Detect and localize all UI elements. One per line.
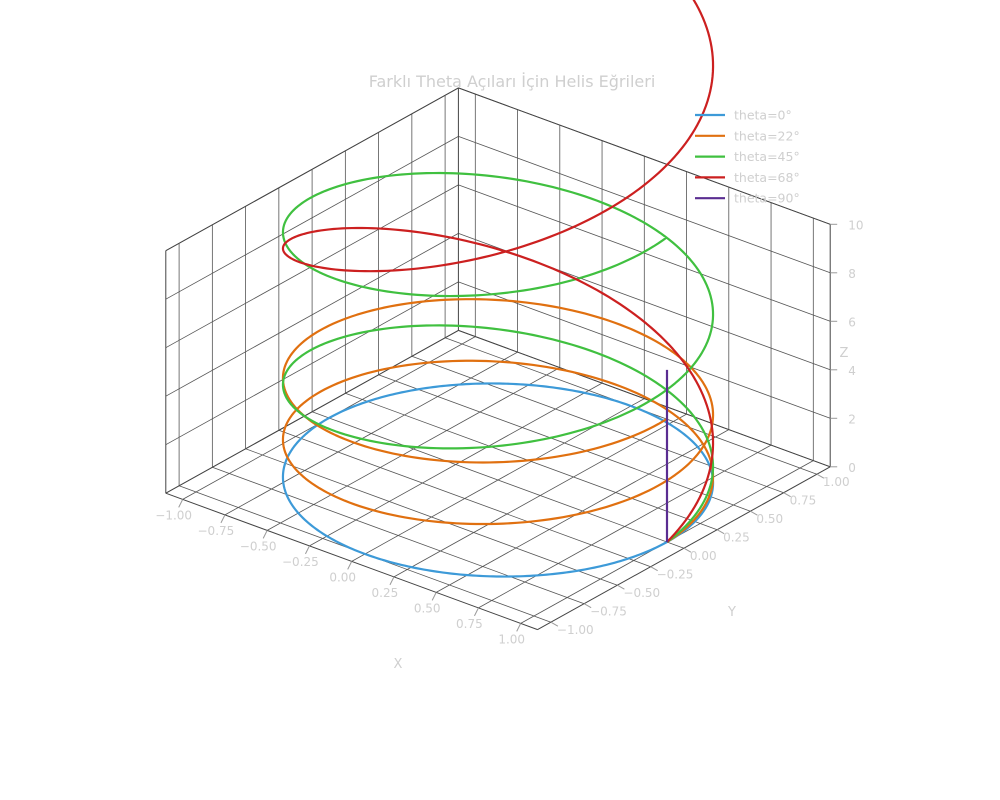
box-edge bbox=[165, 87, 459, 252]
y-tick-label: 0.75 bbox=[790, 494, 817, 508]
y-tick-mark bbox=[550, 621, 559, 627]
legend-item[interactable]: theta=90° bbox=[695, 191, 800, 206]
x-tick-label: −0.75 bbox=[198, 524, 235, 538]
x-tick-label: 0.00 bbox=[329, 570, 356, 584]
grid-layer bbox=[165, 87, 831, 631]
y-tick-label: 1.00 bbox=[823, 475, 850, 489]
y-axis-title: Y bbox=[727, 605, 736, 620]
x-tick-mark bbox=[305, 545, 310, 555]
y-tick-label: −0.25 bbox=[657, 568, 694, 582]
z-tick-label: 2 bbox=[848, 412, 856, 426]
series-line-0 bbox=[281, 382, 715, 578]
z-axis-title: Z bbox=[840, 346, 849, 361]
y-tick-mark bbox=[783, 492, 791, 498]
box-edge bbox=[458, 329, 831, 468]
x-tick-mark bbox=[389, 576, 395, 586]
x-tick-mark bbox=[474, 607, 479, 617]
back-wall-gridline-z bbox=[458, 184, 831, 322]
legend-label: theta=68° bbox=[734, 170, 800, 185]
legend-item[interactable]: theta=0° bbox=[695, 108, 792, 123]
y-tick-label: −0.50 bbox=[623, 586, 660, 600]
z-tick-label: 4 bbox=[848, 364, 856, 378]
x-tick-label: 1.00 bbox=[498, 632, 525, 646]
y-tick-mark bbox=[683, 547, 692, 553]
y-tick-label: 0.25 bbox=[723, 531, 750, 545]
y-tick-mark bbox=[750, 510, 758, 516]
x-tick-mark bbox=[178, 499, 184, 508]
tick-layer: −1.00 −0.75 −0.50 −0.25 0.00 0.25 0.50 0.75 1.00… bbox=[155, 218, 863, 646]
y-tick-label: −1.00 bbox=[557, 623, 594, 637]
box-edge bbox=[537, 466, 831, 631]
y-tick-mark bbox=[816, 473, 825, 479]
x-tick-mark bbox=[220, 514, 226, 524]
y-tick-label: −0.75 bbox=[590, 605, 627, 619]
floor-gridline-y bbox=[212, 466, 585, 605]
x-tick-label: 0.75 bbox=[456, 617, 483, 631]
z-tick-label: 10 bbox=[848, 218, 863, 232]
x-tick-label: 0.25 bbox=[372, 586, 399, 600]
back-wall-gridline-z bbox=[458, 136, 831, 274]
y-tick-mark bbox=[617, 584, 625, 590]
y-tick-mark bbox=[716, 529, 725, 535]
floor-gridline-y bbox=[245, 448, 618, 586]
legend-label: theta=45° bbox=[734, 149, 800, 164]
left-wall-gridline-z bbox=[165, 136, 459, 300]
legend-item[interactable]: theta=22° bbox=[695, 128, 800, 143]
x-tick-label: 0.50 bbox=[414, 601, 441, 615]
legend-label: theta=0° bbox=[734, 108, 792, 123]
box-edge bbox=[458, 87, 831, 225]
y-tick-mark bbox=[583, 603, 592, 609]
x-tick-mark bbox=[431, 592, 437, 601]
x-tick-label: −1.00 bbox=[155, 508, 192, 522]
x-tick-mark bbox=[347, 561, 353, 570]
x-axis-title: X bbox=[394, 657, 403, 672]
floor-gridline-y bbox=[378, 374, 751, 512]
z-tick-label: 0 bbox=[848, 461, 856, 475]
z-tick-label: 8 bbox=[848, 267, 856, 281]
chart-title: Farklı Theta Açıları İçin Helis Eğrileri bbox=[369, 72, 656, 91]
legend-label: theta=90° bbox=[734, 191, 800, 206]
box-edge bbox=[165, 329, 459, 494]
legend-item[interactable]: theta=45° bbox=[695, 149, 800, 164]
left-wall-gridline-z bbox=[165, 281, 459, 446]
legend[interactable]: theta=0° theta=22° theta=45° theta=68° theta… bbox=[695, 108, 800, 206]
x-tick-mark bbox=[516, 623, 522, 632]
z-tick-label: 6 bbox=[848, 315, 856, 329]
floor-gridline-y bbox=[278, 429, 651, 568]
series-line-3 bbox=[281, 0, 715, 543]
y-tick-label: 0.50 bbox=[756, 512, 783, 526]
back-wall-gridline-z bbox=[458, 281, 831, 419]
legend-label: theta=22° bbox=[734, 128, 800, 143]
series-layer bbox=[281, 0, 715, 578]
left-wall-gridline-z bbox=[165, 233, 459, 397]
y-tick-mark bbox=[650, 566, 658, 572]
x-tick-label: −0.25 bbox=[282, 555, 319, 569]
floor-gridline-y bbox=[345, 392, 718, 531]
x-tick-label: −0.50 bbox=[240, 539, 277, 553]
legend-item[interactable]: theta=68° bbox=[695, 170, 800, 185]
x-tick-mark bbox=[262, 530, 268, 539]
floor-gridline-y bbox=[311, 411, 685, 549]
y-tick-label: 0.00 bbox=[690, 549, 717, 563]
